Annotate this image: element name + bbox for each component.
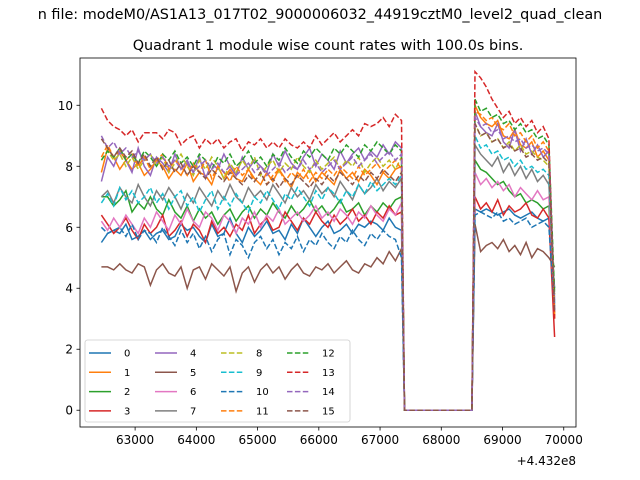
x-tick-label: 65000 bbox=[238, 433, 276, 447]
legend-label-14: 14 bbox=[322, 387, 335, 398]
legend-label-12: 12 bbox=[322, 349, 335, 360]
legend-label-2: 2 bbox=[124, 387, 130, 398]
series-line-7 bbox=[100, 142, 556, 411]
legend-label-6: 6 bbox=[190, 387, 196, 398]
series-line-15 bbox=[100, 123, 556, 411]
series-line-9 bbox=[100, 135, 556, 411]
y-tick-label: 10 bbox=[58, 99, 73, 113]
series-line-1 bbox=[100, 104, 556, 411]
legend-label-0: 0 bbox=[124, 349, 130, 360]
x-tick-label: 67000 bbox=[361, 433, 399, 447]
legend-box bbox=[84, 339, 351, 423]
legend-label-10: 10 bbox=[256, 387, 269, 398]
y-axis: 0 2 4 6 8 10 bbox=[58, 99, 80, 418]
legend-label-4: 4 bbox=[190, 349, 196, 360]
x-axis: 63000 64000 65000 66000 67000 68000 69000 70000 bbox=[116, 427, 583, 447]
x-offset-text: +4.432e8 bbox=[517, 454, 576, 468]
x-tick-label: 70000 bbox=[545, 433, 583, 447]
legend-label-9: 9 bbox=[256, 368, 262, 379]
series-line-5 bbox=[101, 224, 556, 411]
series-line-6 bbox=[100, 172, 556, 411]
axes-frame bbox=[79, 57, 577, 428]
series-line-2 bbox=[101, 157, 556, 411]
x-tick-label: 68000 bbox=[422, 433, 460, 447]
legend-label-5: 5 bbox=[190, 368, 196, 379]
legend-label-3: 3 bbox=[124, 406, 130, 417]
y-tick-label: 6 bbox=[65, 221, 73, 235]
series-line-13 bbox=[100, 69, 556, 411]
axes-title: Quadrant 1 module wise count rates with … bbox=[133, 38, 524, 54]
y-tick-label: 4 bbox=[65, 282, 73, 296]
legend-label-8: 8 bbox=[256, 349, 262, 360]
y-tick-label: 2 bbox=[65, 343, 73, 357]
x-tick-label: 64000 bbox=[177, 433, 215, 447]
y-tick-label: 0 bbox=[65, 404, 73, 418]
legend-label-7: 7 bbox=[190, 406, 196, 417]
series-line-11 bbox=[100, 110, 556, 411]
series-line-14 bbox=[100, 114, 556, 411]
x-tick-label: 69000 bbox=[483, 433, 521, 447]
plot-lines bbox=[100, 69, 556, 411]
series-line-10 bbox=[100, 210, 556, 411]
y-tick-label: 8 bbox=[65, 160, 73, 174]
figure-suptitle: n file: modeM0/AS1A13_017T02_9000006032_… bbox=[38, 7, 603, 23]
legend-label-15: 15 bbox=[322, 406, 335, 417]
x-tick-label: 66000 bbox=[300, 433, 338, 447]
legend-label-1: 1 bbox=[124, 368, 130, 379]
legend-label-13: 13 bbox=[322, 368, 335, 379]
legend-label-11: 11 bbox=[256, 406, 269, 417]
x-tick-label: 63000 bbox=[116, 433, 154, 447]
